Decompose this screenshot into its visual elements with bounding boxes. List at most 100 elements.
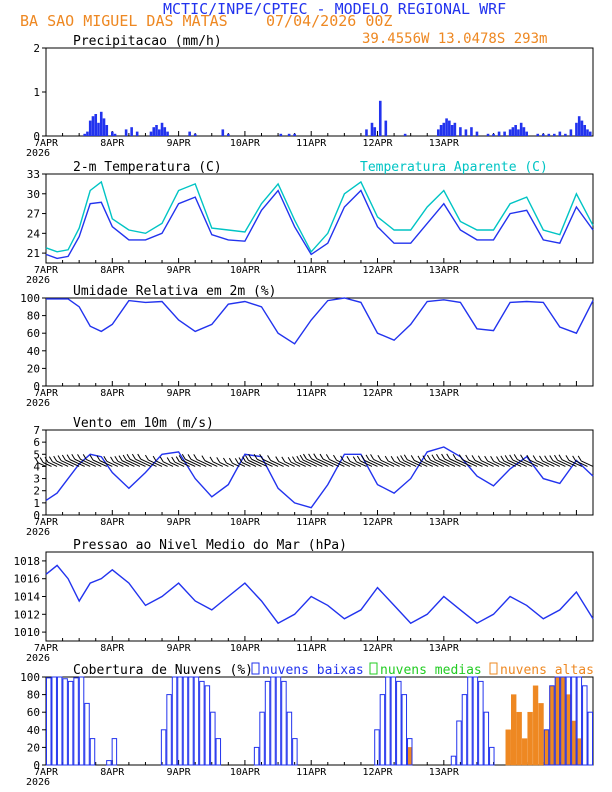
precip-bar: [486, 133, 490, 136]
wind-barb-feather: [303, 453, 307, 460]
precip-bar: [287, 133, 291, 136]
precip-bar: [293, 133, 296, 136]
y-tick-label: 5: [33, 448, 40, 461]
wind-barb: [174, 461, 185, 467]
legend-entry: nuvens baixas: [262, 663, 364, 678]
wind-barb: [387, 460, 400, 467]
panel-title: Cobertura de Nuvens (%): [73, 663, 253, 678]
x-tick-label: 8APR: [100, 643, 125, 654]
wind-barb-feather: [361, 455, 365, 461]
x-tick-label: 13APR: [429, 767, 460, 778]
cloud-low-bar: [401, 694, 408, 766]
wind-barb: [86, 458, 102, 467]
precip-bar: [88, 120, 92, 136]
y-tick-label: 4: [33, 460, 40, 473]
wind-barb-feather: [441, 453, 446, 460]
precip-bar: [111, 131, 114, 136]
wind-barb: [155, 460, 168, 467]
wind-barb-feather: [187, 454, 192, 460]
wind-barb: [232, 462, 240, 467]
precip-bar: [113, 133, 117, 136]
wind-barb-feather: [490, 456, 495, 462]
precip-bar: [588, 131, 592, 136]
cloud-low-bar: [215, 738, 222, 766]
x-tick-label: 10APR: [230, 138, 261, 149]
wind-barb: [512, 459, 527, 467]
precip-bar: [475, 131, 479, 136]
y-tick-label: 33: [27, 168, 40, 181]
wind-barb: [92, 459, 107, 467]
wind-barb: [552, 460, 566, 467]
cloud-low-bar: [379, 694, 386, 766]
wind-barb-feather: [292, 456, 296, 462]
y-tick-label: 20: [27, 362, 40, 375]
wind-barb-feather: [66, 454, 71, 460]
wind-barb: [368, 459, 384, 467]
wind-barb: [196, 458, 212, 467]
wind-barb: [56, 460, 69, 467]
precip-bar: [97, 122, 100, 136]
precip-bar: [536, 133, 540, 136]
y-tick-label: 1018: [14, 555, 41, 568]
wind-barb: [420, 460, 433, 467]
wind-barb-feather: [396, 456, 401, 462]
x-tick-label: 10APR: [230, 517, 261, 528]
wind-barb: [575, 460, 588, 467]
wind-barb-feather: [577, 455, 582, 462]
cloud-low-bar: [67, 680, 74, 766]
panel-temp: 21 24 27 30 33 7APR 8APR 9APR 10APR 11APR 12APR 13A…: [26, 160, 594, 286]
cloud-high-bar: [549, 685, 555, 766]
x-tick-label: 8APR: [100, 265, 125, 276]
precip-bar: [102, 118, 106, 136]
x-tick-label: 10APR: [230, 767, 261, 778]
wind-barb-feather: [352, 456, 357, 462]
wind-barb: [580, 460, 594, 467]
wind-barb-feather: [313, 453, 318, 459]
series-line: [45, 564, 594, 625]
wind-barb: [557, 459, 572, 467]
cloud-low-bar: [565, 676, 572, 766]
wind-barb: [568, 459, 583, 467]
x-tick-label: 13APR: [429, 388, 460, 399]
cloud-low-bar: [385, 676, 391, 766]
x-tick-label: 11APR: [296, 767, 327, 778]
wind-barb-feather: [471, 455, 476, 461]
y-tick-label: 80: [27, 689, 40, 702]
precip-bar: [508, 129, 512, 136]
precip-bar: [99, 111, 103, 136]
wind-barb-feather: [253, 453, 258, 460]
cloud-low-bar: [160, 729, 167, 766]
y-tick-label: 0: [33, 759, 40, 772]
precip-bar: [553, 133, 556, 136]
wind-barb: [468, 459, 483, 467]
precip-bar: [580, 120, 584, 136]
wind-barb-feather: [446, 453, 451, 460]
wind-barb: [248, 459, 262, 467]
y-tick-label: 1012: [14, 608, 41, 621]
year-label: 2026: [26, 275, 50, 286]
panel-title: Precipitacao (mm/h): [73, 34, 222, 49]
precip-bar: [517, 129, 520, 136]
wind-barb: [80, 458, 96, 467]
cloud-low-bar: [106, 760, 112, 766]
cloud-low-bar: [78, 676, 85, 766]
y-tick-label: 2: [33, 42, 40, 55]
precip-bar: [547, 133, 551, 136]
wind-barb: [373, 458, 389, 467]
precip-bar: [439, 125, 443, 136]
legend-swatch: [369, 662, 378, 675]
y-tick-label: 1016: [14, 573, 41, 586]
year-label: 2026: [26, 398, 50, 409]
cloud-high-bar: [560, 676, 566, 766]
x-tick-label: 12APR: [362, 517, 393, 528]
year-label: 2026: [26, 148, 50, 159]
legend-swatch: [489, 662, 498, 675]
cloud-low-bar: [374, 729, 380, 766]
precip-bar: [577, 116, 581, 136]
cloud-low-bar: [549, 685, 555, 766]
wind-barb-feather: [61, 454, 66, 461]
cloud-low-bar: [275, 676, 282, 766]
precip-bar: [163, 127, 167, 136]
wind-barb: [306, 458, 323, 467]
